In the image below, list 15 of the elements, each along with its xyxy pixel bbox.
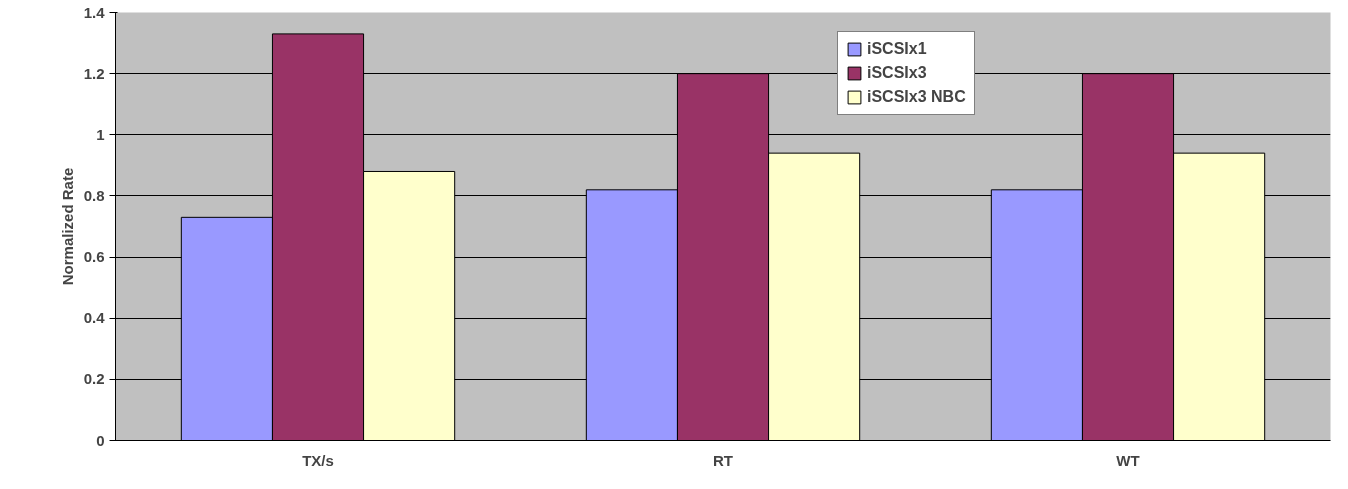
y-tick-label: 0.4 xyxy=(83,309,106,327)
y-tick-label: 0.8 xyxy=(83,186,105,204)
legend-label: iSCSIx3 NBC xyxy=(867,88,966,106)
x-tick-label: RT xyxy=(713,451,733,469)
y-tick-label: 0.2 xyxy=(83,370,105,388)
x-tick-label: TX/s xyxy=(302,451,334,469)
y-tick-label: 1.2 xyxy=(83,64,105,82)
legend-label: iSCSIx1 xyxy=(867,40,927,58)
y-tick-label: 0 xyxy=(96,431,105,449)
legend-label: iSCSIx3 xyxy=(867,64,927,82)
y-axis-title: Normalized Rate xyxy=(58,167,76,286)
y-tick-label: 1.4 xyxy=(83,3,106,21)
y-tick-label: 0.6 xyxy=(83,248,105,266)
x-tick-label: WT xyxy=(1116,451,1140,469)
y-tick-label: 1 xyxy=(96,125,105,143)
